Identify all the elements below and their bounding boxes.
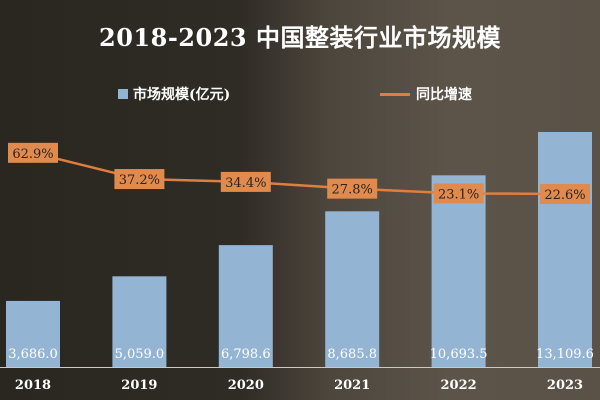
- growth-label: 37.2%: [119, 173, 160, 188]
- x-tick-label: 2020: [228, 378, 264, 393]
- bar: [325, 211, 380, 367]
- growth-label-box: [8, 142, 58, 163]
- x-tick-label: 2022: [441, 378, 477, 393]
- bar: [431, 175, 486, 367]
- legend-line-swatch: [380, 92, 410, 96]
- growth-label: 27.8%: [332, 183, 373, 198]
- x-tick-label: 2019: [121, 378, 157, 393]
- x-tick-label: 2021: [334, 378, 370, 393]
- growth-label: 23.1%: [438, 187, 479, 202]
- growth-label: 22.6%: [544, 188, 585, 203]
- bar-value-label: 3,686.0: [8, 347, 58, 362]
- bar-value-label: 13,109.6: [536, 347, 594, 362]
- legend-bar-label: 市场规模(亿元): [133, 87, 231, 103]
- growth-label: 34.4%: [225, 176, 266, 191]
- legend-bar: 市场规模(亿元): [118, 84, 230, 104]
- growth-label-box: [220, 171, 271, 192]
- legend-bar-swatch: [118, 89, 128, 99]
- bar-value-label: 6,798.6: [221, 347, 271, 362]
- chart-title: 2018-2023 中国整装行业市场规模: [99, 23, 501, 52]
- bar-value-label: 10,693.5: [430, 347, 488, 362]
- x-tick-label: 2023: [547, 378, 583, 393]
- bar-value-label: 5,059.0: [115, 347, 165, 362]
- x-tick-label: 2018: [15, 378, 51, 393]
- bar: [218, 245, 273, 367]
- bar: [538, 132, 592, 367]
- growth-label-box: [114, 169, 165, 190]
- growth-label-box: [327, 178, 378, 199]
- growth-label-box: [433, 183, 484, 204]
- growth-label: 62.9%: [12, 147, 53, 162]
- bar-value-label: 8,685.8: [327, 347, 377, 362]
- bar: [112, 276, 167, 367]
- bar: [6, 300, 60, 367]
- legend-line-label: 同比增速: [416, 87, 472, 103]
- growth-label-box: [540, 183, 590, 204]
- legend-line: 同比增速: [380, 84, 472, 104]
